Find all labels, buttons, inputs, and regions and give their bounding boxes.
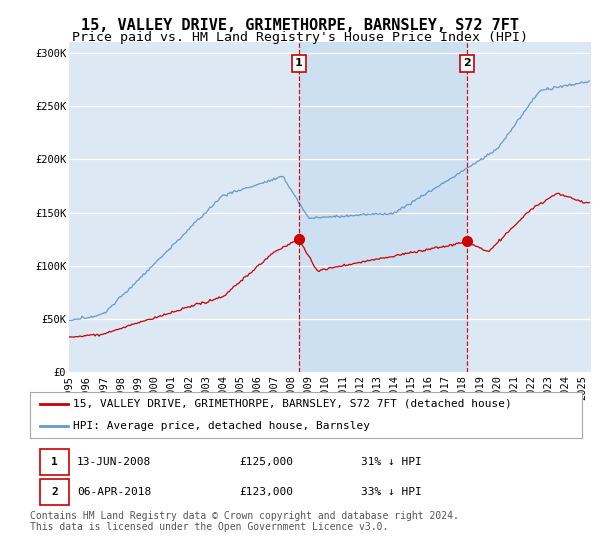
Text: Contains HM Land Registry data © Crown copyright and database right 2024.
This d: Contains HM Land Registry data © Crown c… bbox=[30, 511, 459, 533]
Text: 2: 2 bbox=[51, 487, 58, 497]
Text: £125,000: £125,000 bbox=[240, 457, 294, 467]
Text: 15, VALLEY DRIVE, GRIMETHORPE, BARNSLEY, S72 7FT (detached house): 15, VALLEY DRIVE, GRIMETHORPE, BARNSLEY,… bbox=[73, 399, 512, 409]
Text: HPI: Average price, detached house, Barnsley: HPI: Average price, detached house, Barn… bbox=[73, 421, 370, 431]
Text: 06-APR-2018: 06-APR-2018 bbox=[77, 487, 151, 497]
Text: 33% ↓ HPI: 33% ↓ HPI bbox=[361, 487, 422, 497]
Text: £123,000: £123,000 bbox=[240, 487, 294, 497]
Bar bbox=[299, 42, 467, 372]
Text: 31% ↓ HPI: 31% ↓ HPI bbox=[361, 457, 422, 467]
Text: 1: 1 bbox=[51, 457, 58, 467]
Text: 13-JUN-2008: 13-JUN-2008 bbox=[77, 457, 151, 467]
Text: Price paid vs. HM Land Registry's House Price Index (HPI): Price paid vs. HM Land Registry's House … bbox=[72, 31, 528, 44]
FancyBboxPatch shape bbox=[40, 449, 68, 475]
Text: 1: 1 bbox=[295, 58, 303, 68]
FancyBboxPatch shape bbox=[40, 479, 68, 506]
Text: 2: 2 bbox=[463, 58, 471, 68]
Text: 15, VALLEY DRIVE, GRIMETHORPE, BARNSLEY, S72 7FT: 15, VALLEY DRIVE, GRIMETHORPE, BARNSLEY,… bbox=[81, 18, 519, 33]
